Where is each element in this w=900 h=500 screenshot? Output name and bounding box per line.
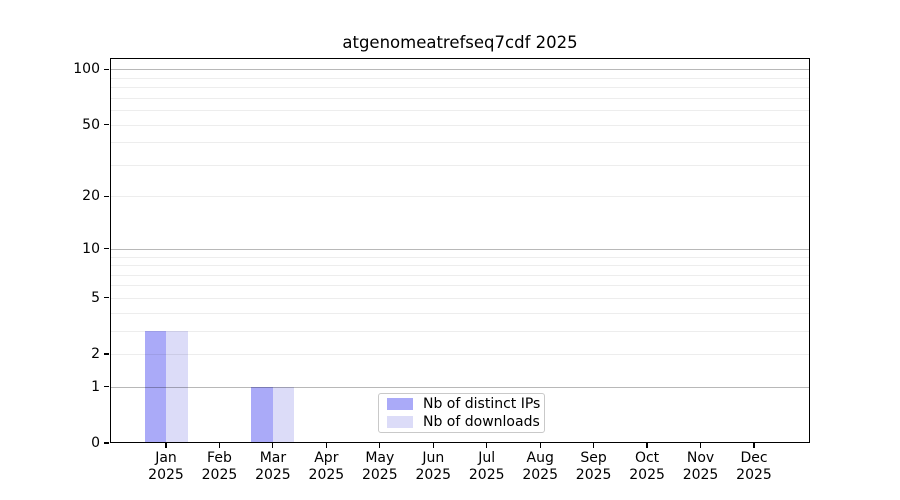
y-tick xyxy=(104,68,109,70)
major-gridline xyxy=(111,248,809,250)
x-tick xyxy=(699,443,702,448)
x-tick-year: 2025 xyxy=(575,466,612,483)
legend-label-downloads: Nb of downloads xyxy=(423,413,540,430)
x-tick-label-nov: Nov 2025 xyxy=(669,450,733,483)
x-tick-year: 2025 xyxy=(468,466,505,483)
x-tick-month: Dec xyxy=(740,450,768,466)
y-tick-label: 1 xyxy=(91,378,100,395)
minor-gridline xyxy=(111,77,809,79)
x-tick xyxy=(325,443,327,448)
major-gridline xyxy=(111,69,809,71)
x-tick-month: Aug xyxy=(526,450,554,466)
minor-gridline xyxy=(111,330,809,332)
y-tick-label: 20 xyxy=(82,188,100,205)
bar-distinct-ips-jan xyxy=(144,330,166,442)
x-tick-month: May xyxy=(365,450,395,466)
x-tick-year: 2025 xyxy=(255,466,291,483)
x-tick-month: Jul xyxy=(478,450,496,466)
x-tick-year: 2025 xyxy=(415,466,452,483)
x-tick xyxy=(593,443,595,448)
legend: Nb of distinct IPs Nb of downloads xyxy=(378,393,545,433)
x-tick xyxy=(432,443,434,448)
x-tick-label-may: May 2025 xyxy=(348,450,412,483)
x-tick-label-jan: Jan 2025 xyxy=(134,450,198,483)
minor-gridline xyxy=(111,265,809,267)
x-tick-label-sep: Sep 2025 xyxy=(562,450,626,483)
legend-item-downloads: Nb of downloads xyxy=(386,413,540,430)
x-tick-label-apr: Apr 2025 xyxy=(294,450,358,483)
minor-gridline xyxy=(111,142,809,144)
x-tick-label-aug: Aug 2025 xyxy=(508,450,572,483)
x-tick-label-jun: Jun 2025 xyxy=(401,450,465,483)
x-tick-year: 2025 xyxy=(629,466,665,483)
minor-gridline xyxy=(111,196,809,198)
y-tick-label: 50 xyxy=(82,116,100,133)
x-tick-month: Feb xyxy=(207,450,232,466)
y-tick-label: 0 xyxy=(91,435,100,451)
x-tick-year: 2025 xyxy=(736,466,772,483)
x-tick-month: Apr xyxy=(314,450,339,466)
minor-gridline xyxy=(111,312,809,314)
minor-gridline xyxy=(111,256,809,258)
x-tick-label-oct: Oct 2025 xyxy=(615,450,679,483)
x-tick xyxy=(165,443,167,448)
y-tick xyxy=(104,297,109,299)
x-tick xyxy=(272,443,274,448)
x-tick-year: 2025 xyxy=(201,466,238,483)
plot-area xyxy=(110,58,810,443)
x-tick-month: Nov xyxy=(686,450,715,466)
x-tick-month: Oct xyxy=(634,450,660,466)
minor-gridline xyxy=(111,110,809,112)
x-tick xyxy=(646,443,648,448)
x-tick xyxy=(379,443,381,448)
y-tick xyxy=(104,195,109,197)
y-tick xyxy=(104,353,109,355)
x-tick-year: 2025 xyxy=(682,466,719,483)
minor-gridline xyxy=(111,124,809,126)
x-tick xyxy=(539,443,541,448)
x-tick-month: Jun xyxy=(422,450,445,466)
bar-downloads-mar xyxy=(272,386,295,442)
minor-gridline xyxy=(111,164,809,166)
bar-distinct-ips-mar xyxy=(251,386,273,442)
y-tick-label: 2 xyxy=(91,346,100,363)
x-tick-year: 2025 xyxy=(361,466,398,483)
legend-item-distinct-ips: Nb of distinct IPs xyxy=(386,395,541,412)
y-tick xyxy=(104,442,109,444)
x-tick-label-dec: Dec 2025 xyxy=(722,450,786,483)
x-tick-month: Jan xyxy=(155,450,177,466)
x-tick-label-mar: Mar 2025 xyxy=(241,450,305,483)
x-tick xyxy=(486,443,488,448)
y-tick xyxy=(104,123,109,126)
x-tick xyxy=(218,443,221,448)
legend-swatch-downloads xyxy=(387,416,413,428)
minor-gridline xyxy=(111,274,809,276)
x-tick-month: Sep xyxy=(580,450,607,466)
legend-label-distinct-ips: Nb of distinct IPs xyxy=(423,395,541,412)
bar-downloads-jan xyxy=(166,330,188,442)
x-tick-month: Mar xyxy=(259,450,287,466)
minor-gridline xyxy=(111,97,809,99)
x-tick xyxy=(753,443,755,448)
y-tick-label: 5 xyxy=(91,289,100,306)
minor-gridline xyxy=(111,87,809,89)
minor-gridline xyxy=(111,354,809,356)
y-tick xyxy=(104,386,109,388)
x-tick-year: 2025 xyxy=(522,466,558,483)
major-gridline xyxy=(111,386,809,388)
y-tick-label: 10 xyxy=(82,240,100,257)
chart-title: atgenomeatrefseq7cdf 2025 xyxy=(342,33,578,52)
x-tick-year: 2025 xyxy=(148,466,184,483)
legend-swatch-distinct-ips xyxy=(387,398,413,410)
minor-gridline xyxy=(111,285,809,287)
x-tick-label-jul: Jul 2025 xyxy=(455,450,519,483)
minor-gridline xyxy=(111,297,809,299)
y-tick-label: 100 xyxy=(73,61,100,78)
y-tick xyxy=(104,248,109,250)
x-tick-year: 2025 xyxy=(308,466,345,483)
x-tick-label-feb: Feb 2025 xyxy=(187,450,251,483)
